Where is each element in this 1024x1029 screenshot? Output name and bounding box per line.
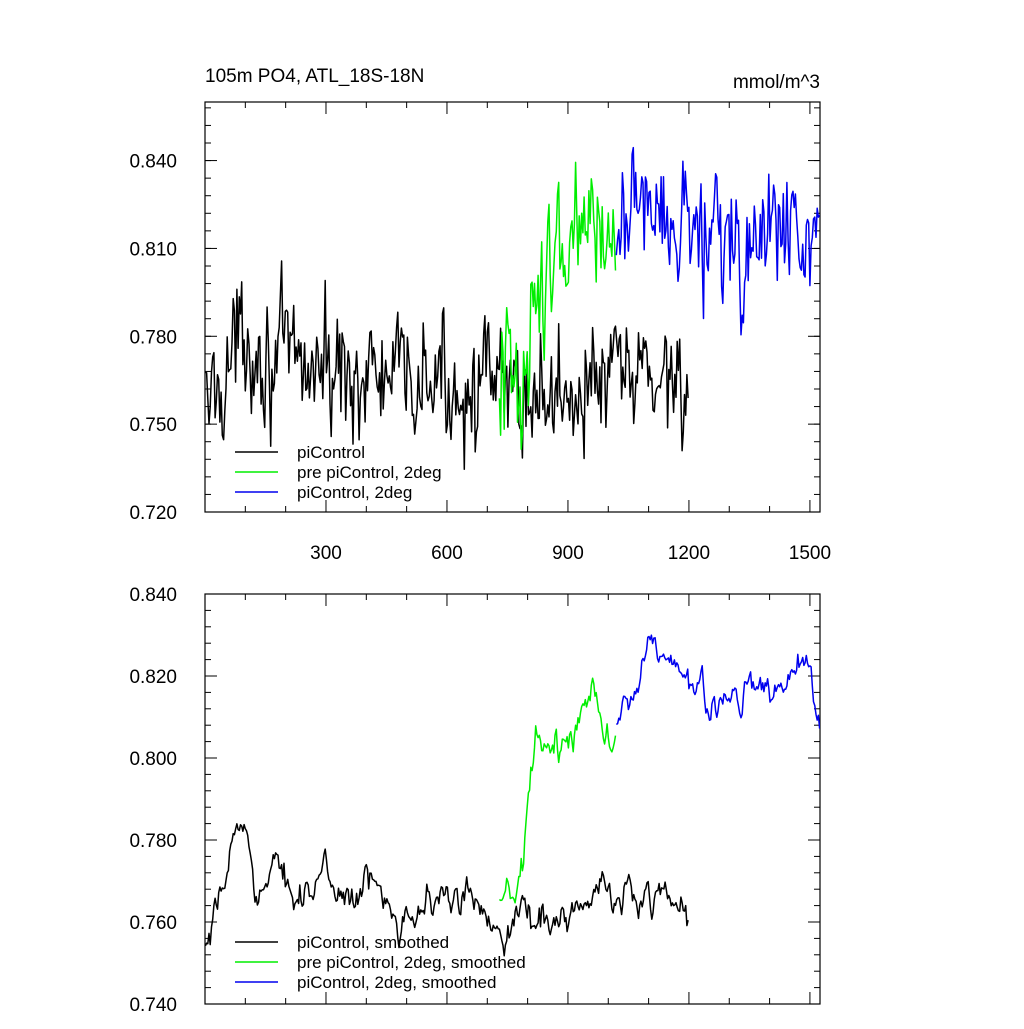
series-layer — [205, 146, 820, 471]
series-line-pre-picontrol-2deg-smoothed — [498, 677, 617, 904]
legend-label: piControl, 2deg — [297, 483, 412, 502]
legend-label: piControl, 2deg, smoothed — [297, 973, 496, 992]
x-tick-label: 300 — [310, 543, 342, 564]
x-tick-label: 900 — [552, 543, 584, 564]
plot-frame — [204, 593, 821, 1005]
legend-label: pre piControl, 2deg — [297, 463, 442, 482]
series-line-picontrol-2deg — [615, 146, 820, 336]
panel-top: 300 600 900 1200 1500 0.720 0.750 0.780 0.810 0.8… — [129, 66, 831, 564]
series-line-picontrol — [205, 260, 689, 471]
panel-bottom: 0.740 0.760 0.780 0.800 0.820 0.840 piControl,… — [129, 585, 821, 1016]
x-tick-label: 1200 — [668, 543, 710, 564]
units-label: mmol/m^3 — [733, 72, 820, 93]
y-tick-label: 0.780 — [129, 327, 177, 348]
y-tick-label: 0.780 — [129, 831, 177, 852]
series-line-picontrol-2deg-smoothed — [615, 634, 820, 729]
y-tick-label: 0.840 — [129, 152, 177, 173]
y-tick-label: 0.820 — [129, 667, 177, 688]
legend-label: piControl — [297, 443, 365, 462]
x-tick-label: 600 — [431, 543, 463, 564]
legend-label: pre piControl, 2deg, smoothed — [297, 953, 526, 972]
series-line-picontrol-smoothed — [205, 823, 689, 957]
legend-label: piControl, smoothed — [297, 933, 449, 952]
series-layer — [205, 634, 820, 957]
x-tick-label: 1500 — [789, 543, 831, 564]
y-tick-label: 0.840 — [129, 585, 177, 606]
chart-title: 105m PO4, ATL_18S-18N — [205, 66, 424, 87]
y-tick-label: 0.800 — [129, 749, 177, 770]
y-tick-label: 0.740 — [129, 995, 177, 1016]
y-tick-label: 0.720 — [129, 503, 177, 524]
series-line-pre-picontrol-2deg — [498, 161, 617, 450]
y-tick-label: 0.810 — [129, 239, 177, 260]
y-tick-label: 0.750 — [129, 415, 177, 436]
plot-frame — [204, 101, 821, 513]
y-tick-label: 0.760 — [129, 913, 177, 934]
